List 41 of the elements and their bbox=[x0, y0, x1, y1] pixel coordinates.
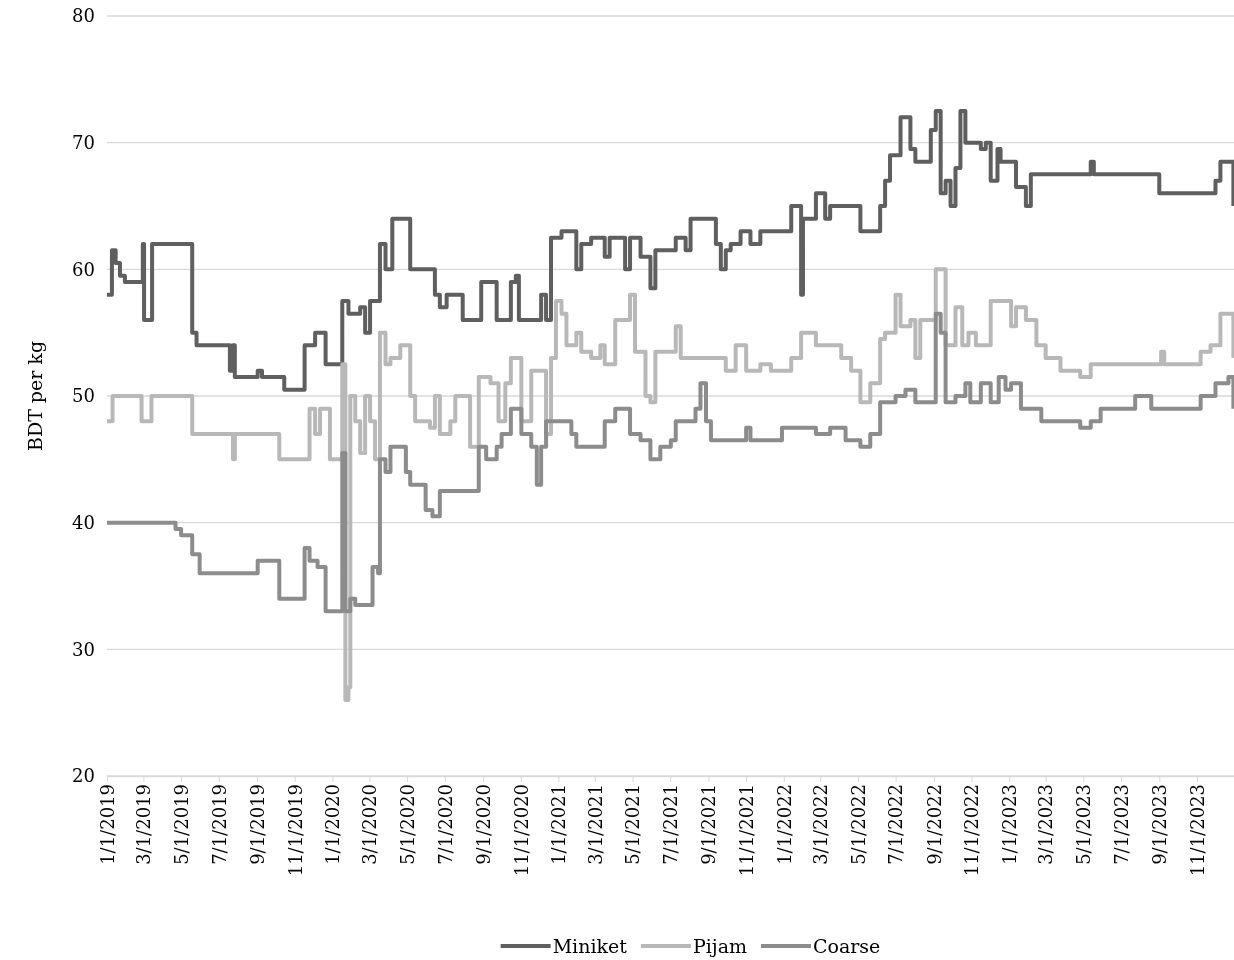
x-tick-label: 7/1/2021 bbox=[659, 784, 681, 865]
x-tick-label: 9/1/2021 bbox=[698, 784, 720, 865]
x-tick-label: 3/1/2022 bbox=[810, 784, 832, 865]
legend-label: Coarse bbox=[812, 934, 881, 957]
x-tick-label: 5/1/2022 bbox=[847, 784, 869, 865]
x-tick-label: 1/1/2021 bbox=[548, 784, 570, 865]
y-tick-label: 50 bbox=[72, 385, 95, 407]
y-axis-title: BDT per kg bbox=[24, 340, 46, 452]
legend-label: Pijam bbox=[692, 934, 747, 957]
x-tick-label: 5/1/2021 bbox=[622, 784, 644, 865]
y-tick-label: 20 bbox=[72, 765, 95, 787]
x-tick-label: 1/1/2019 bbox=[96, 784, 118, 865]
x-tick-label: 1/1/2020 bbox=[322, 784, 344, 865]
x-tick-label: 3/1/2019 bbox=[133, 784, 155, 865]
y-tick-label: 60 bbox=[72, 258, 95, 280]
y-tick-label: 80 bbox=[72, 5, 95, 27]
x-tick-label: 5/1/2020 bbox=[396, 784, 418, 865]
legend-label: Miniket bbox=[552, 934, 628, 957]
x-tick-label: 11/1/2022 bbox=[961, 784, 983, 877]
y-tick-label: 40 bbox=[72, 511, 95, 533]
x-tick-label: 3/1/2023 bbox=[1035, 784, 1057, 865]
y-tick-label: 70 bbox=[72, 131, 95, 153]
x-tick-label: 1/1/2022 bbox=[773, 784, 795, 865]
x-tick-label: 7/1/2020 bbox=[434, 784, 456, 865]
x-tick-label: 9/1/2023 bbox=[1149, 784, 1171, 865]
x-tick-label: 9/1/2019 bbox=[246, 784, 268, 865]
x-tick-label: 5/1/2019 bbox=[170, 784, 192, 865]
x-tick-label: 7/1/2019 bbox=[208, 784, 230, 865]
y-tick-label: 30 bbox=[72, 638, 95, 660]
x-tick-label: 5/1/2023 bbox=[1073, 784, 1095, 865]
x-tick-label: 7/1/2023 bbox=[1110, 784, 1132, 865]
x-tick-label: 9/1/2022 bbox=[923, 784, 945, 865]
x-tick-label: 7/1/2022 bbox=[885, 784, 907, 865]
x-tick-label: 1/1/2023 bbox=[999, 784, 1021, 865]
x-tick-label: 3/1/2021 bbox=[584, 784, 606, 865]
x-tick-label: 9/1/2020 bbox=[472, 784, 494, 865]
x-tick-label: 11/1/2019 bbox=[284, 784, 306, 877]
x-tick-label: 11/1/2023 bbox=[1186, 784, 1208, 877]
x-tick-label: 11/1/2020 bbox=[510, 784, 532, 877]
x-tick-label: 3/1/2020 bbox=[359, 784, 381, 865]
x-tick-label: 11/1/2021 bbox=[735, 784, 757, 877]
